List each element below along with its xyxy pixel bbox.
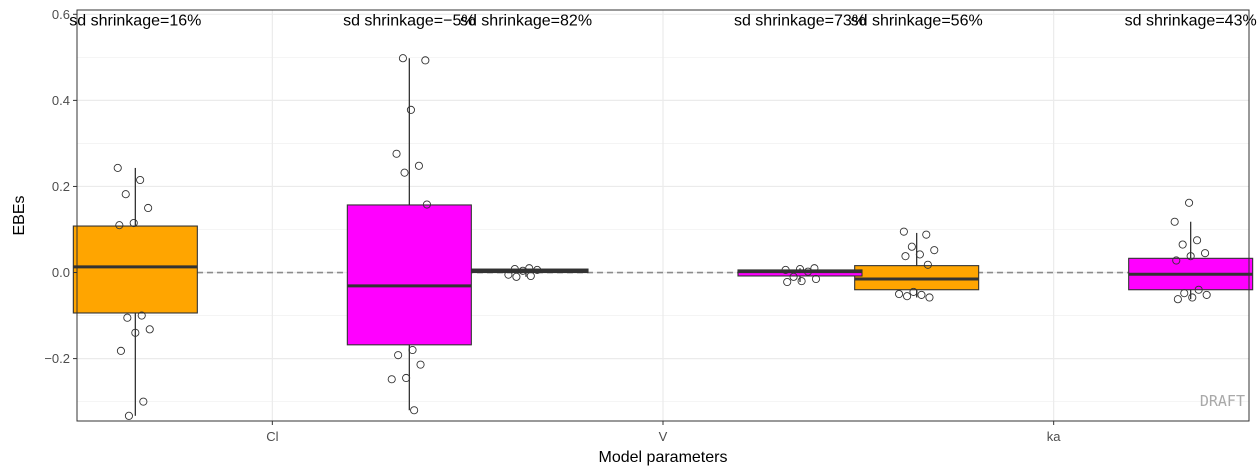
data-point <box>915 250 924 259</box>
data-point <box>1170 217 1179 226</box>
box-Cl <box>346 58 472 411</box>
data-point <box>1178 240 1187 249</box>
x-tick-label: Cl <box>266 429 278 444</box>
data-point <box>795 265 805 274</box>
data-point <box>899 227 908 236</box>
y-tick-label: 0.0 <box>52 265 70 280</box>
data-point <box>131 328 140 337</box>
data-point <box>811 274 821 284</box>
data-point <box>1186 252 1195 261</box>
data-point <box>803 267 813 276</box>
box-body <box>346 204 472 346</box>
data-point <box>414 161 423 170</box>
y-axis-title: EBEs <box>11 195 28 235</box>
draft-watermark: DRAFT <box>1200 392 1245 410</box>
data-point <box>895 289 904 299</box>
data-point <box>1202 290 1211 299</box>
data-point <box>923 260 932 269</box>
data-point <box>510 265 519 274</box>
data-point <box>781 265 790 274</box>
y-tick-label: −0.2 <box>44 351 70 366</box>
data-point <box>145 325 154 334</box>
grid-lines <box>77 10 1249 421</box>
data-point <box>136 175 145 185</box>
data-point <box>115 221 124 230</box>
data-point <box>408 345 417 355</box>
data-point <box>137 311 146 320</box>
data-point <box>533 265 542 274</box>
shrinkage-annotation: sd shrinkage=56% <box>851 12 983 29</box>
data-point <box>116 346 125 355</box>
x-tick-label: V <box>659 429 668 444</box>
box-Cl <box>72 167 198 416</box>
data-point <box>925 293 934 302</box>
data-point <box>504 270 513 279</box>
data-point <box>394 351 403 360</box>
shrinkage-annotation: sd shrinkage=16% <box>69 12 201 29</box>
data-point <box>123 313 132 322</box>
data-point <box>917 290 926 299</box>
data-point <box>121 190 130 199</box>
y-tick-label: 0.4 <box>52 93 70 108</box>
shrinkage-annotations: sd shrinkage=16% sd shrinkage=82% sd shrin… <box>69 12 1256 29</box>
shrinkage-annotation: sd shrinkage=82% <box>460 12 592 29</box>
y-tick-label: 0.6 <box>52 7 70 22</box>
data-point <box>410 406 419 415</box>
shrinkage-annotation: sd shrinkage=−5% <box>343 12 476 29</box>
data-point <box>526 271 535 281</box>
x-axis-title: Model parameters <box>599 449 728 466</box>
data-point <box>1172 256 1181 265</box>
data-point <box>1188 293 1197 302</box>
data-point <box>400 168 409 177</box>
data-points <box>113 54 1211 420</box>
data-point <box>1193 236 1202 245</box>
data-point <box>421 56 430 65</box>
data-point <box>398 54 407 63</box>
data-point <box>1173 295 1182 304</box>
data-point <box>139 397 148 406</box>
data-point <box>903 292 912 301</box>
data-point <box>930 246 939 255</box>
data-point <box>909 287 918 296</box>
data-point <box>406 105 415 114</box>
box-ka <box>1128 221 1254 300</box>
y-tick-label: 0.2 <box>52 179 70 194</box>
data-point <box>113 163 122 172</box>
y-axis-ticks: −0.2 0.0 0.2 0.4 0.6 <box>44 7 77 366</box>
data-point <box>783 277 792 287</box>
data-point <box>1194 285 1203 294</box>
data-point <box>422 200 431 209</box>
data-point <box>907 242 916 251</box>
box-ka <box>854 232 980 298</box>
data-point <box>810 264 819 273</box>
data-point <box>789 272 798 281</box>
data-point <box>797 277 806 286</box>
data-point <box>416 360 425 369</box>
data-point <box>901 252 910 261</box>
data-point <box>129 218 138 228</box>
x-tick-label: ka <box>1047 429 1062 444</box>
data-point <box>387 375 396 384</box>
data-point <box>922 230 931 239</box>
shrinkage-annotation: sd shrinkage=73% <box>734 12 866 29</box>
data-point <box>512 272 521 281</box>
box-body <box>72 225 198 314</box>
data-point <box>1185 198 1194 207</box>
data-point <box>1180 289 1189 298</box>
data-point <box>144 203 153 213</box>
data-point <box>402 373 411 383</box>
shrinkage-annotation: sd shrinkage=43% <box>1125 12 1257 29</box>
data-point <box>1201 249 1210 258</box>
data-point <box>392 149 401 158</box>
data-point <box>124 411 133 420</box>
box-V <box>737 268 863 282</box>
data-point <box>518 266 527 275</box>
